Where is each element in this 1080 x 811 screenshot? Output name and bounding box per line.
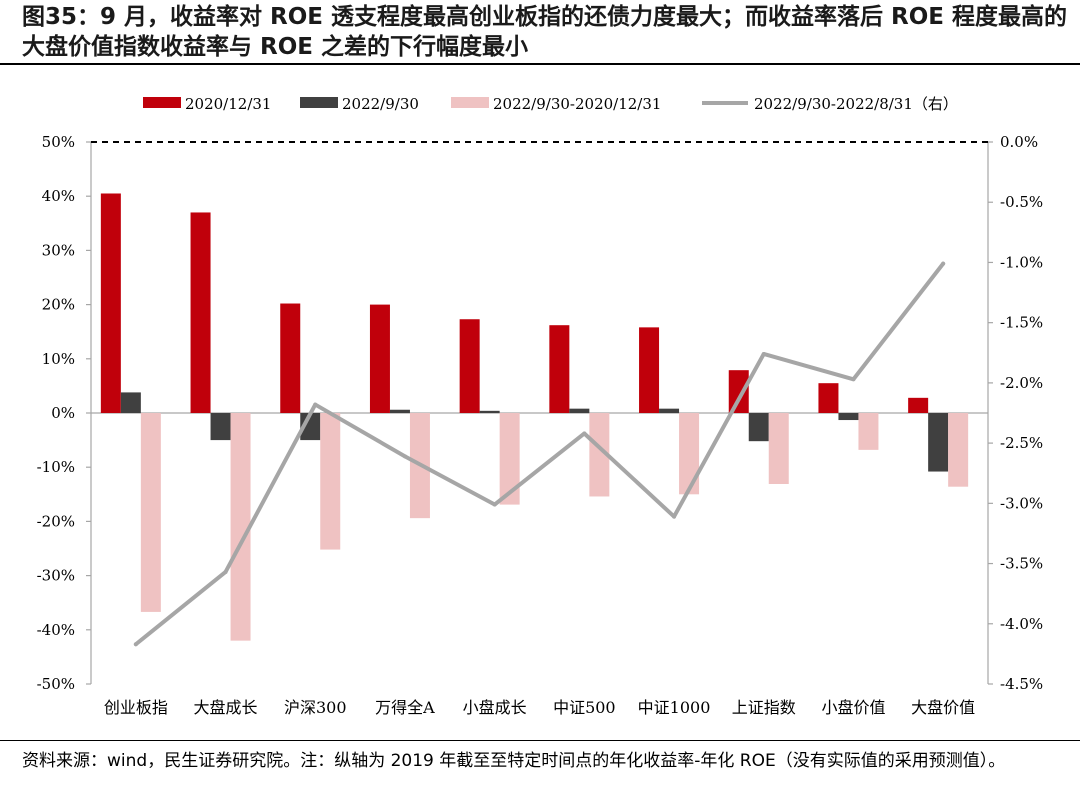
bar-diff [948, 413, 969, 487]
left-tick-label: 30% [42, 241, 75, 259]
left-tick-label: -50% [37, 675, 75, 693]
bar-2020-12-31 [100, 193, 121, 413]
chart: 2020/12/31 2022/9/30 2022/9/30-2020/12/31 2… [37, 95, 1044, 717]
category-labels: 创业板指 大盘成长 沪深300 万得全A 小盘成长 中证500 中证1000 上证指数 小盘价值… [104, 698, 975, 717]
bar-diff [230, 413, 251, 641]
left-tick-label: 50% [42, 133, 75, 151]
right-tick-label: -0.5% [1000, 193, 1043, 211]
left-tick-label: -10% [37, 458, 75, 476]
bar-2022-9-30 [569, 408, 590, 413]
category-label: 大盘成长 [194, 698, 258, 717]
left-tick-label: 0% [51, 404, 75, 422]
category-label: 中证1000 [638, 698, 711, 717]
line-point [851, 377, 856, 382]
bar-2022-9-30 [928, 413, 949, 472]
right-tick-label: -1.5% [1000, 314, 1043, 332]
bar-2020-12-31 [728, 370, 749, 413]
left-tick-label: -20% [37, 512, 75, 530]
bar-2022-9-30 [210, 413, 231, 441]
bar-diff [768, 413, 789, 485]
bar-2020-12-31 [908, 397, 929, 413]
right-tick-label: -4.5% [1000, 675, 1043, 693]
left-tick-label: -40% [37, 621, 75, 639]
category-label: 沪深300 [284, 698, 347, 717]
line-series [133, 261, 946, 647]
bar-2020-12-31 [549, 325, 570, 413]
category-label: 小盘成长 [463, 698, 527, 717]
bar-2022-9-30 [838, 413, 859, 421]
bar-2020-12-31 [818, 383, 839, 413]
bar-diff [499, 413, 520, 505]
bar-diff [589, 413, 610, 497]
bar-2022-9-30 [659, 408, 680, 413]
line-point [492, 502, 497, 507]
line-path [133, 261, 946, 647]
bar-diff [679, 413, 700, 495]
bar-2020-12-31 [639, 327, 660, 413]
bar-2022-9-30 [120, 392, 141, 413]
category-label: 创业板指 [104, 698, 168, 717]
title-divider [0, 63, 1080, 65]
line-point [313, 402, 318, 407]
bar-2022-9-30 [479, 410, 500, 413]
category-label: 大盘价值 [911, 698, 975, 717]
line-point [941, 261, 946, 266]
right-tick-label: -1.0% [1000, 253, 1043, 271]
line-point [223, 569, 228, 574]
right-tick-label: -2.0% [1000, 374, 1043, 392]
legend-swatch [143, 97, 181, 108]
category-label: 小盘价值 [821, 698, 885, 717]
legend-swatch [451, 97, 489, 108]
bar-2022-9-30 [389, 409, 410, 413]
bars [100, 193, 969, 641]
bar-2022-9-30 [748, 413, 769, 442]
footnote: 资料来源：wind，民生证券研究院。注：纵轴为 2019 年截至至特定时间点的年… [22, 751, 1006, 771]
left-tick-label: -30% [37, 567, 75, 585]
right-tick-label: -2.5% [1000, 434, 1043, 452]
legend-swatch [300, 97, 338, 108]
legend-label: 2022/9/30 [342, 95, 419, 113]
chart-title: 图35：9 月，收益率对 ROE 透支程度最高创业板指的还债力度最大；而收益率落… [22, 4, 1067, 60]
line-point [133, 642, 138, 647]
right-tick-label: -4.0% [1000, 615, 1043, 633]
bar-diff [320, 413, 341, 550]
bar-diff [858, 413, 879, 450]
right-tick-label: 0.0% [1000, 133, 1038, 151]
left-tick-label: 20% [42, 296, 75, 314]
left-tick-label: 40% [42, 187, 75, 205]
category-label: 万得全A [375, 698, 435, 717]
footnote-divider [0, 740, 1080, 741]
category-label: 中证500 [553, 698, 616, 717]
line-point [761, 351, 766, 356]
bar-diff [140, 413, 161, 612]
left-tick-label: 10% [42, 350, 75, 368]
axes: 50% 40% 30% 20% 10% 0% -10% -20% -30% -40% -50% 0.0… [37, 133, 1044, 693]
bar-2020-12-31 [280, 303, 301, 413]
bar-2020-12-31 [459, 319, 480, 413]
legend-label: 2020/12/31 [185, 95, 271, 113]
legend-label: 2022/9/30-2022/8/31（右） [754, 95, 958, 113]
legend: 2020/12/31 2022/9/30 2022/9/30-2020/12/31 2… [143, 95, 958, 113]
bar-2020-12-31 [190, 212, 211, 413]
line-point [672, 514, 677, 519]
right-tick-label: -3.5% [1000, 555, 1043, 573]
line-point [402, 454, 407, 459]
line-point [582, 431, 587, 436]
right-tick-label: -3.0% [1000, 494, 1043, 512]
legend-label: 2022/9/30-2020/12/31 [493, 95, 661, 113]
category-label: 上证指数 [732, 698, 796, 717]
bar-2020-12-31 [369, 304, 390, 413]
